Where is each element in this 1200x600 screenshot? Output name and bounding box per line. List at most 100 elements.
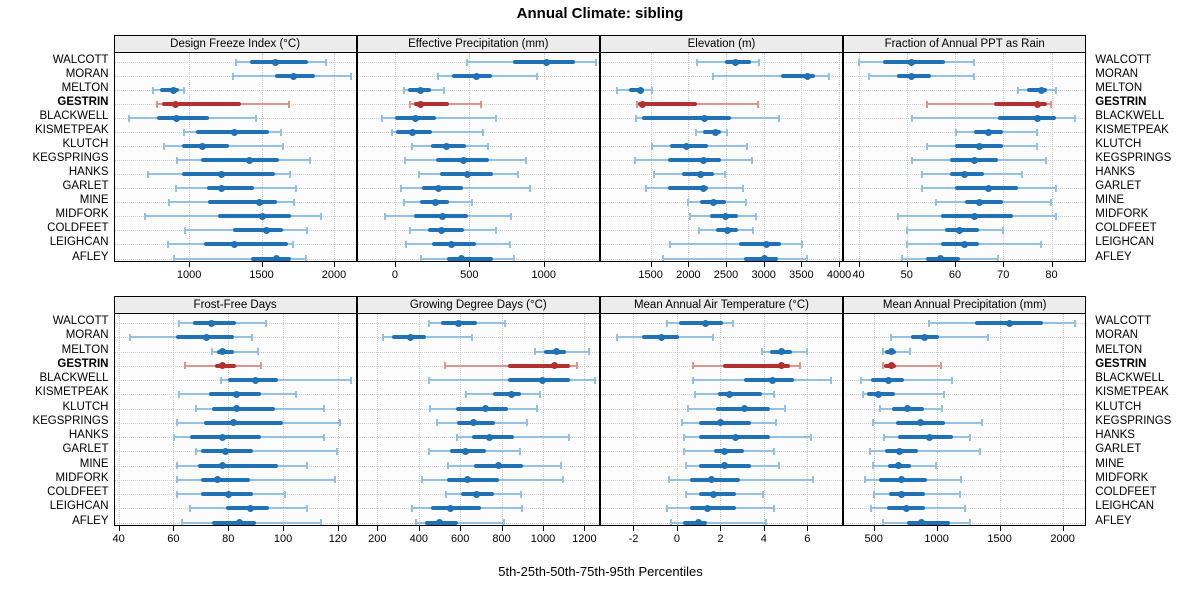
gridline-vertical	[763, 314, 765, 525]
percentile-range-5-95	[869, 450, 981, 453]
percentile-bar-25-75	[998, 116, 1057, 121]
percentile-bar-25-75	[211, 520, 256, 525]
median-dot	[208, 319, 216, 327]
axis-tick	[633, 526, 635, 531]
whisker-cap-95th	[287, 100, 290, 108]
median-dot	[198, 142, 206, 150]
percentile-bar-25-75	[207, 200, 277, 205]
median-dot	[703, 504, 711, 512]
median-dot	[701, 114, 709, 122]
median-dot	[245, 156, 253, 164]
whisker-cap-5th	[920, 170, 923, 178]
whisker-cap-95th	[963, 504, 966, 512]
whisker-cap-5th	[534, 348, 537, 355]
median-dot	[731, 58, 739, 66]
median-dot	[769, 376, 777, 384]
median-dot	[897, 490, 905, 498]
whisker-cap-95th	[1054, 86, 1057, 94]
whisker-cap-95th	[349, 72, 352, 80]
whisker-cap-95th	[470, 198, 473, 206]
median-dot	[908, 72, 916, 80]
percentile-bar-25-75	[471, 435, 514, 439]
whisker-cap-95th	[959, 490, 962, 498]
axis-tick-label: 800	[492, 533, 511, 545]
median-dot	[885, 376, 893, 384]
gridline-vertical	[228, 314, 230, 525]
percentile-range-5-95	[176, 478, 336, 481]
gridline-vertical	[999, 314, 1001, 525]
gridline-vertical	[936, 314, 938, 525]
whisker-cap-95th	[516, 170, 519, 178]
whisker-cap-95th	[508, 240, 511, 248]
whisker-cap-5th	[146, 170, 149, 178]
whisker-cap-95th	[510, 212, 513, 220]
median-dot	[406, 333, 414, 341]
whisker-cap-5th	[694, 128, 697, 136]
median-dot	[961, 170, 969, 178]
median-dot	[777, 348, 785, 355]
station-label-right: WALCOTT	[1095, 54, 1152, 66]
axis-tick-label: 500	[864, 533, 883, 545]
axis-tick-label: 50	[900, 269, 913, 281]
axis-tick-label: 40	[112, 533, 125, 545]
percentile-bar-25-75	[251, 256, 291, 261]
gridline-vertical	[955, 53, 957, 261]
axis-tick-label: 40	[852, 269, 865, 281]
gridline-vertical	[1051, 53, 1053, 261]
whisker-cap-5th	[906, 226, 909, 234]
axis-tick	[333, 262, 335, 267]
axis-tick	[858, 262, 860, 267]
median-dot	[682, 142, 690, 150]
whisker-cap-5th	[409, 226, 412, 234]
station-label-left: GESTRIN	[57, 96, 109, 109]
median-dot	[435, 519, 443, 525]
percentile-bar-25-75	[249, 60, 308, 64]
station-label-right: KLUTCH	[1095, 400, 1142, 413]
whisker-cap-95th	[773, 390, 776, 398]
whisker-cap-95th	[562, 476, 565, 484]
median-dot	[219, 433, 227, 441]
median-dot	[708, 476, 716, 484]
whisker-cap-5th	[404, 240, 407, 248]
station-label-left: WALCOTT	[52, 54, 109, 66]
median-dot	[438, 226, 446, 234]
median-dot	[235, 519, 243, 525]
percentile-bar-25-75	[698, 420, 751, 425]
whisker-cap-5th	[415, 519, 418, 525]
panel-elevation-m	[599, 52, 844, 262]
station-label-left: MORAN	[65, 329, 109, 342]
axis-tick	[584, 526, 586, 531]
station-label-left: KISMETPEAK	[35, 386, 109, 399]
whisker-cap-95th	[909, 348, 912, 355]
whisker-cap-95th	[758, 58, 761, 66]
whisker-cap-5th	[156, 100, 158, 108]
percentile-range-5-95	[400, 187, 531, 190]
whisker-cap-5th	[635, 114, 638, 122]
whisker-cap-95th	[969, 433, 972, 441]
median-dot	[169, 86, 177, 94]
axis-tick	[377, 526, 379, 531]
strip-fraction-of-annual-ppt-as-rain: Fraction of Annual PPT as Rain	[843, 35, 1087, 52]
median-dot	[218, 170, 226, 178]
percentile-range-5-95	[670, 521, 767, 524]
station-label-left: MINE	[79, 194, 109, 207]
whisker-cap-5th	[665, 504, 668, 512]
axis-tick	[418, 526, 420, 531]
station-label-left: KLUTCH	[62, 400, 109, 413]
whisker-cap-95th	[256, 348, 259, 355]
whisker-cap-5th	[410, 142, 413, 150]
whisker-cap-5th	[696, 58, 699, 66]
median-dot	[219, 362, 227, 370]
whisker-cap-5th	[382, 333, 385, 341]
whisker-cap-95th	[259, 362, 262, 370]
gridline-vertical	[676, 314, 678, 525]
station-label-right: COLDFEET	[1095, 222, 1157, 235]
median-dot	[508, 390, 516, 398]
whisker-cap-5th	[402, 198, 405, 206]
whisker-cap-95th	[520, 504, 523, 512]
whisker-cap-5th	[662, 255, 665, 261]
whisker-cap-5th	[711, 72, 714, 80]
whisker-cap-5th	[143, 212, 146, 220]
whisker-cap-95th	[350, 376, 353, 384]
whisker-cap-5th	[878, 405, 881, 412]
